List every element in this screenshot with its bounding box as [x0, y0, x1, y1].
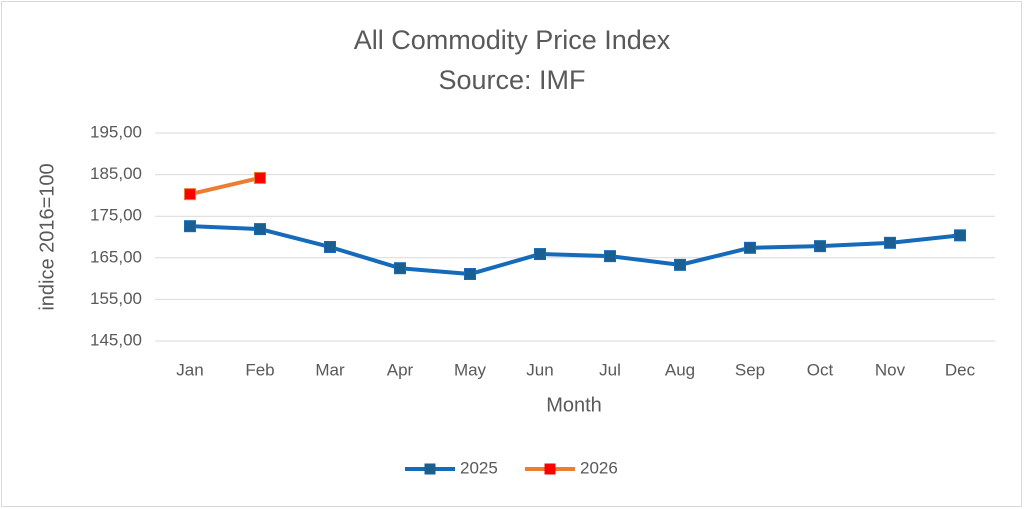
data-point — [184, 220, 196, 233]
data-point — [184, 188, 196, 201]
y-tick-label: 175,00 — [90, 206, 142, 225]
x-tick-label: Sep — [735, 360, 765, 379]
data-point — [464, 268, 476, 281]
x-tick-label: Aug — [665, 360, 695, 379]
x-tick-label: Feb — [245, 360, 274, 379]
data-point — [534, 248, 546, 261]
x-axis-label: Month — [546, 394, 602, 416]
legend-marker — [424, 463, 436, 475]
x-tick-label: Jul — [599, 360, 621, 379]
data-point — [674, 258, 686, 271]
chart-subtitle: Source: IMF — [438, 65, 585, 95]
data-point — [884, 236, 896, 249]
series-line — [189, 224, 961, 277]
data-point — [814, 240, 826, 253]
x-tick-label: Oct — [807, 360, 834, 379]
x-tick-label: Nov — [875, 360, 906, 379]
data-point — [954, 229, 966, 242]
y-tick-label: 155,00 — [90, 289, 142, 308]
series-line — [189, 175, 261, 197]
chart-title: All Commodity Price Index — [354, 25, 671, 55]
x-tick-label: Dec — [945, 360, 976, 379]
x-tick-label: Apr — [387, 360, 414, 379]
legend-label: 2025 — [460, 458, 498, 477]
legend-label: 2026 — [580, 458, 618, 477]
data-point — [324, 240, 336, 253]
data-point — [744, 241, 756, 254]
x-tick-label: Mar — [315, 360, 345, 379]
legend-marker — [544, 463, 556, 475]
y-tick-label: 145,00 — [90, 330, 142, 349]
y-tick-label: 165,00 — [90, 247, 142, 266]
data-point — [254, 171, 266, 184]
x-tick-label: Jan — [176, 360, 203, 379]
data-point — [394, 262, 406, 275]
y-axis-label: indice 2016=100 — [36, 163, 58, 310]
data-point — [254, 223, 266, 236]
x-tick-label: Jun — [526, 360, 553, 379]
y-tick-label: 185,00 — [90, 164, 142, 183]
y-tick-label: 195,00 — [90, 122, 142, 141]
data-point — [604, 250, 616, 263]
x-tick-label: May — [454, 360, 487, 379]
